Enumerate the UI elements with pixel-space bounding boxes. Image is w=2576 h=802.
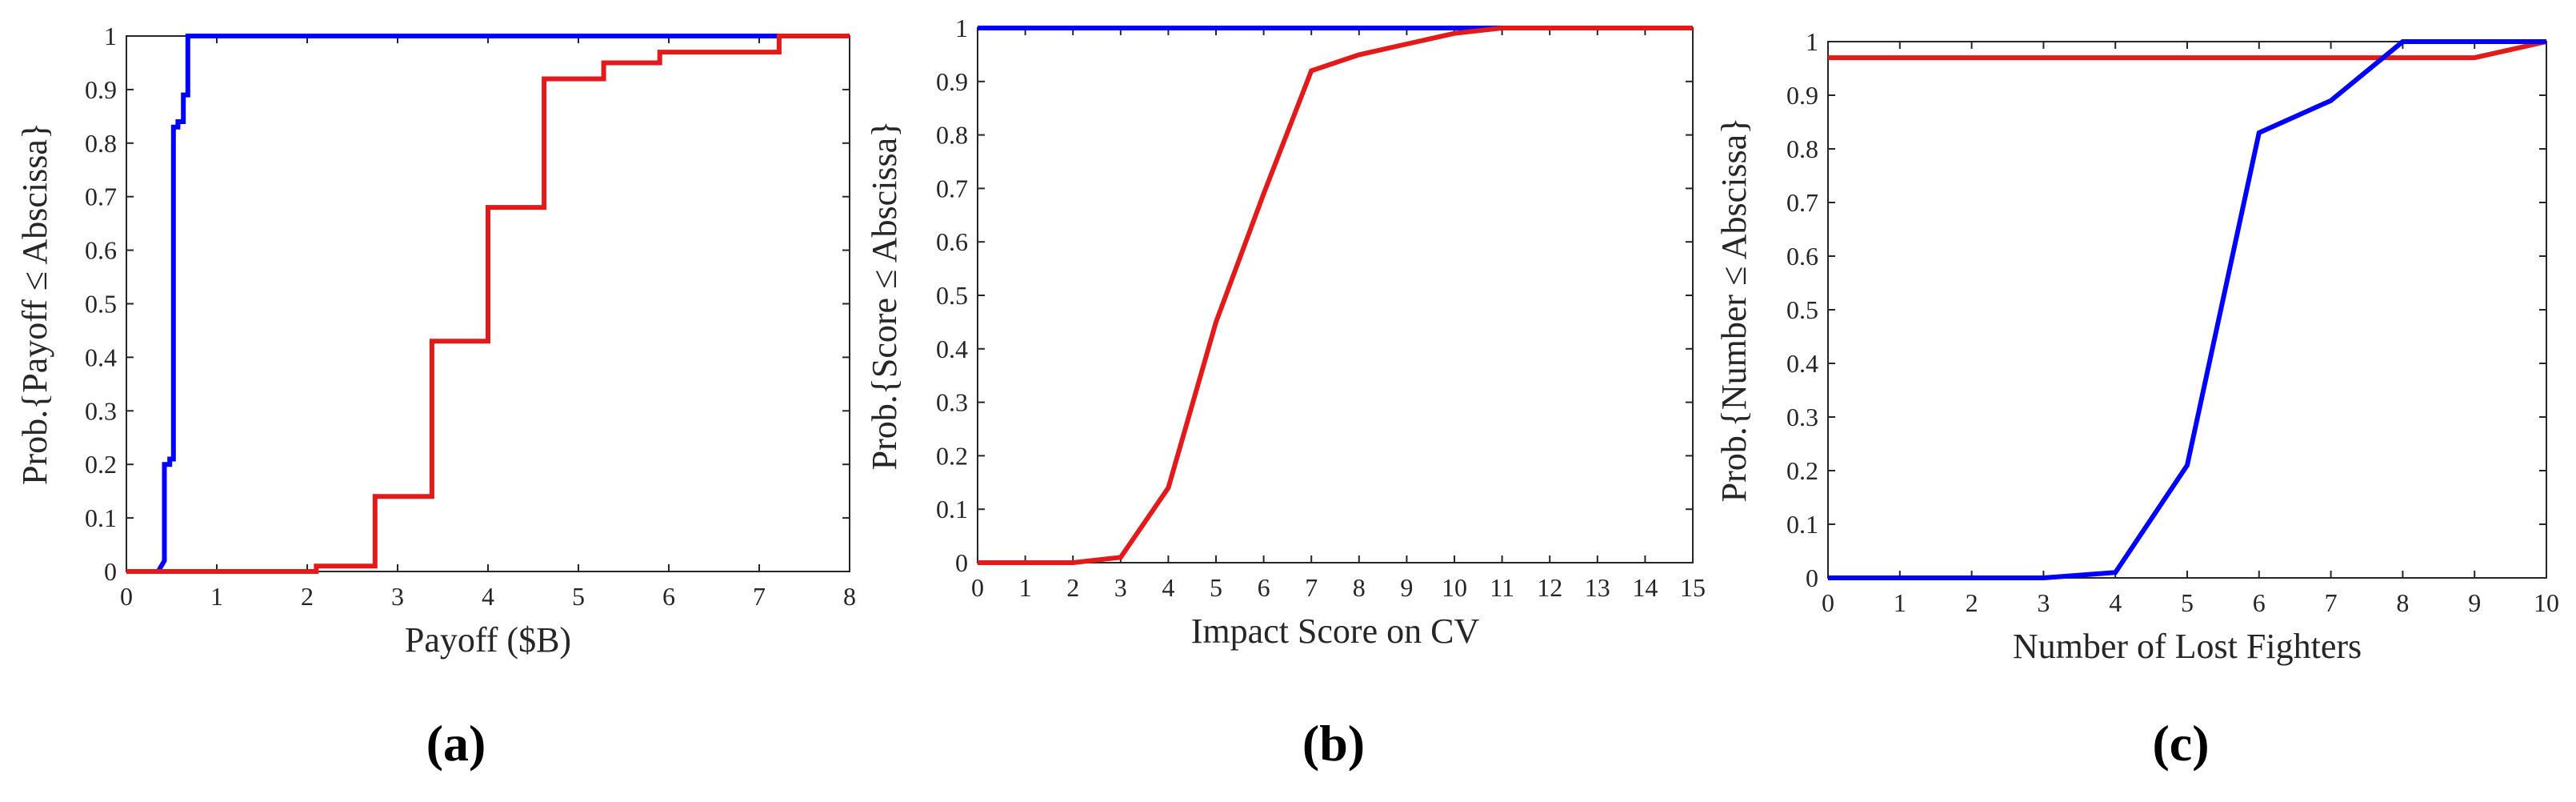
x-tick-label: 9 <box>1400 573 1413 602</box>
y-tick-label: 0.9 <box>85 75 117 104</box>
y-tick-label: 0.4 <box>85 343 117 371</box>
y-tick-label: 0.4 <box>1786 349 1818 378</box>
x-tick-label: 5 <box>1210 573 1222 602</box>
y-tick-label: 0.9 <box>936 67 968 96</box>
y-axis-label: Prob.{Payoff ≤ Abscissa} <box>15 122 54 485</box>
x-tick-label: 15 <box>1680 573 1706 602</box>
x-tick-label: 1 <box>210 582 223 611</box>
x-tick-label: 0 <box>120 582 133 611</box>
y-tick-label: 0 <box>104 557 117 586</box>
y-tick-label: 0.7 <box>936 174 968 203</box>
y-tick-label: 0 <box>955 548 968 577</box>
y-tick-label: 0.8 <box>936 121 968 150</box>
y-tick-label: 1 <box>104 22 117 50</box>
x-tick-label: 1 <box>1019 573 1032 602</box>
y-tick-label: 0.3 <box>936 388 968 417</box>
x-axis-label: Number of Lost Fighters <box>2013 627 2362 666</box>
x-tick-label: 9 <box>2468 588 2481 617</box>
x-tick-label: 4 <box>2109 588 2122 617</box>
y-tick-label: 0.6 <box>1786 242 1818 271</box>
x-tick-label: 4 <box>1162 573 1174 602</box>
x-tick-label: 8 <box>843 582 856 611</box>
y-tick-label: 0.7 <box>1786 188 1818 217</box>
x-tick-label: 6 <box>1258 573 1270 602</box>
x-tick-label: 3 <box>2037 588 2050 617</box>
y-tick-label: 0.5 <box>1786 295 1818 324</box>
plot-frame <box>1827 41 2547 579</box>
x-tick-label: 12 <box>1537 573 1562 602</box>
x-tick-label: 7 <box>753 582 766 611</box>
x-tick-label: 0 <box>971 573 984 602</box>
y-tick-label: 0.1 <box>85 503 117 532</box>
series-line-1 <box>1828 39 2546 580</box>
x-tick-label: 3 <box>1114 573 1127 602</box>
y-tick-label: 0.2 <box>936 441 968 470</box>
x-tick-label: 4 <box>482 582 494 611</box>
y-tick-label: 0.4 <box>936 335 968 363</box>
y-tick-label: 0.1 <box>1786 510 1818 539</box>
chart-panel-c: 0 1 2 3 4 5 6 7 8 9 10 0 0.1 0.2 0.3 0.4 0.5 0.6 0.7 0.8 0.9… <box>1714 27 2559 772</box>
y-tick-label: 1 <box>955 14 968 42</box>
y-tick-label: 0.5 <box>85 290 117 319</box>
x-tick-label: 7 <box>2325 588 2338 617</box>
x-tick-label: 5 <box>2181 588 2194 617</box>
x-tick-label: 7 <box>1305 573 1318 602</box>
series-line-0 <box>126 34 850 574</box>
y-tick-label: 0.2 <box>85 450 117 479</box>
y-tick-label: 0 <box>1806 563 1818 592</box>
y-tick-label: 0.8 <box>1786 134 1818 163</box>
x-tick-label: 6 <box>662 582 675 611</box>
y-tick-label: 0.6 <box>936 227 968 256</box>
y-tick-label: 0.8 <box>85 129 117 158</box>
y-tick-label: 0.1 <box>936 495 968 523</box>
x-tick-label: 2 <box>1066 573 1079 602</box>
y-axis-label: Prob.{Number ≤ Abscissa} <box>1714 118 1754 503</box>
series-line-1 <box>978 26 1693 565</box>
y-tick-label: 0.3 <box>85 396 117 425</box>
x-tick-label: 11 <box>1490 573 1514 602</box>
x-tick-label: 2 <box>1966 588 1978 617</box>
x-tick-label: 2 <box>301 582 314 611</box>
x-tick-label: 8 <box>2396 588 2409 617</box>
x-tick-label: 3 <box>391 582 404 611</box>
plot-frame <box>977 27 1694 563</box>
chart-panel-b: 0 1 2 3 4 5 6 7 8 9 10 11 12 13 14 1500.10.20.30.40.50.… <box>865 14 1706 772</box>
x-axis-label: Payoff ($B) <box>405 620 571 660</box>
y-tick-label: 0.9 <box>1786 81 1818 110</box>
chart-panel-a: 0 1 2 3 4 5 6 7 8 0 0.1 0.2 0.3 0.4 0.5 0.6 0.7 0.8 0.9 1 Pa… <box>15 22 856 772</box>
y-tick-label: 0.6 <box>85 236 117 265</box>
x-axis-label: Impact Score on CV <box>1191 612 1480 651</box>
y-tick-label: 0.5 <box>936 281 968 310</box>
y-tick-label: 0.2 <box>1786 456 1818 485</box>
x-tick-label: 5 <box>572 582 585 611</box>
x-tick-label: 1 <box>1894 588 1906 617</box>
x-tick-label: 13 <box>1585 573 1610 602</box>
y-tick-label: 0.3 <box>1786 403 1818 431</box>
series-line-0 <box>1828 39 2547 61</box>
x-tick-label: 10 <box>2534 588 2559 617</box>
x-tick-label: 14 <box>1632 573 1658 602</box>
x-tick-label: 6 <box>2253 588 2266 617</box>
panel-label: (c) <box>2152 715 2209 772</box>
y-tick-label: 0.7 <box>85 182 117 211</box>
x-tick-label: 8 <box>1353 573 1366 602</box>
panel-label: (b) <box>1302 715 1365 772</box>
y-axis-label: Prob.{Score ≤ Abscissa} <box>865 121 904 471</box>
x-tick-label: 10 <box>1442 573 1467 602</box>
series-line-1 <box>126 34 850 574</box>
x-tick-label: 0 <box>1822 588 1834 617</box>
y-tick-label: 1 <box>1806 27 1818 56</box>
panel-label: (a) <box>426 715 486 772</box>
